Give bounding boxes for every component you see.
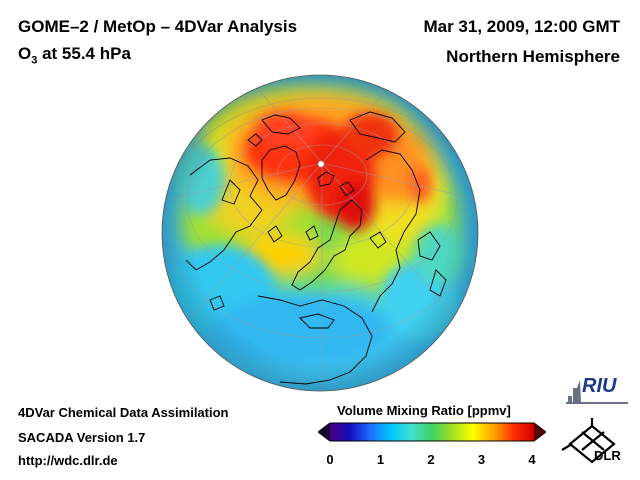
footer-assimilation: 4DVar Chemical Data Assimilation [18,405,229,420]
pressure-level: at 55.4 hPa [37,44,131,63]
dlr-logo-text: DLR [594,448,621,463]
colorbar-over-arrow [534,423,546,441]
species-subscript: 3 [31,54,38,67]
riu-logo: RIU [566,375,628,404]
colorbar-tick-label: 4 [528,452,536,467]
colorbar-tick-label: 1 [376,452,385,467]
datetime-label: Mar 31, 2009, 12:00 GMT [423,17,620,36]
species-symbol: O [18,44,32,63]
colorbar-title: Volume Mixing Ratio [ppmv] [337,403,511,418]
colorbar-tick-label: 3 [477,452,486,467]
region-label: Northern Hemisphere [446,47,620,66]
colorbar-ramp [330,423,534,441]
footer-version: SACADA Version 1.7 [18,430,146,445]
colorbar [318,422,546,442]
riu-logo-text: RIU [582,375,617,397]
footer-url[interactable]: http://wdc.dlr.de [18,453,118,468]
species-level: O3 at 55.4 hPa [18,44,131,66]
colorbar-tick-label: 2 [427,452,435,467]
ozone-field [162,75,478,391]
colorbar-under-arrow [318,423,330,441]
map-title: GOME–2 / MetOp – 4DVar Analysis [18,17,298,36]
colorbar-tick-label: 0 [326,452,334,467]
dlr-logo [561,418,616,464]
north-pole-marker [317,160,325,168]
